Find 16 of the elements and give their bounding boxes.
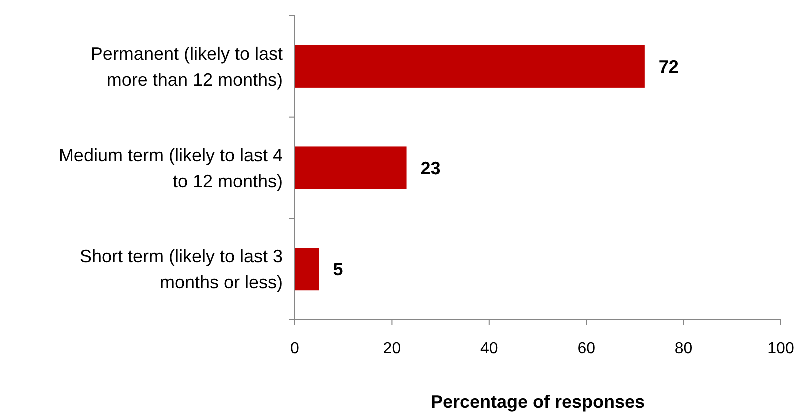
- data-label: 23: [420, 158, 441, 178]
- bar: [295, 146, 407, 190]
- x-tick-label: 100: [768, 340, 794, 358]
- x-axis-title: Percentage of responses: [430, 392, 646, 412]
- bar: [295, 248, 320, 291]
- y-tick-label: Short term (likely to last 3 months or less): [80, 246, 283, 293]
- x-tick-label: 60: [578, 340, 596, 358]
- y-tick-label: Permanent (likely to last more than 12 months): [90, 44, 283, 90]
- data-label: 72: [658, 56, 679, 77]
- x-tick-label: 40: [480, 340, 498, 358]
- x-tick-label: 80: [674, 340, 693, 358]
- x-tick-label: 20: [383, 340, 402, 358]
- bar: [295, 45, 645, 88]
- data-label: 5: [333, 260, 344, 280]
- x-tick-label: 0: [290, 340, 300, 358]
- y-tick-label: Medium term (likely to last 4 to 12 months): [58, 145, 283, 192]
